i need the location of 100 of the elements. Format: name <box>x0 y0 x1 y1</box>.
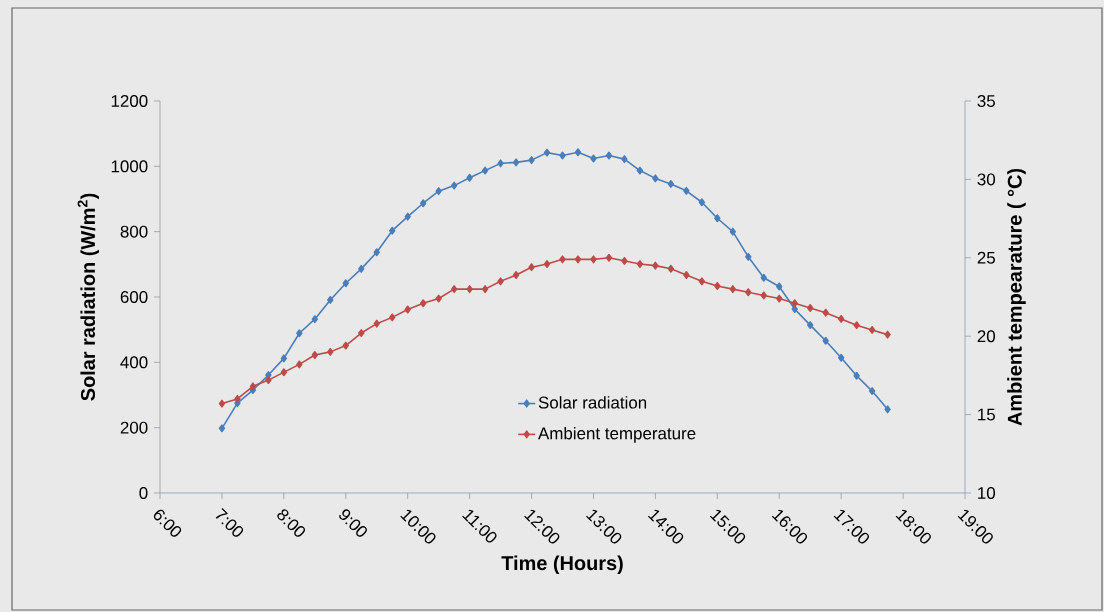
point <box>543 148 551 157</box>
point <box>419 199 427 208</box>
point <box>807 303 814 312</box>
x-tick-label: 8:00 <box>277 509 306 537</box>
y2-tick-label: 15 <box>978 408 995 421</box>
point <box>822 336 829 345</box>
point <box>435 294 442 303</box>
point <box>280 368 288 377</box>
point <box>450 285 458 294</box>
point <box>342 279 349 288</box>
point <box>590 154 597 163</box>
point <box>389 313 396 322</box>
point <box>481 166 489 175</box>
y-tick-label: 800 <box>120 225 148 238</box>
y-tick-label: 1000 <box>111 160 148 173</box>
point <box>574 255 582 264</box>
point <box>218 399 226 408</box>
point <box>714 214 721 223</box>
point <box>667 179 675 188</box>
y2-tick-label: 30 <box>977 173 996 186</box>
point <box>528 156 535 165</box>
point <box>636 166 644 175</box>
point <box>466 173 473 182</box>
point <box>791 299 798 308</box>
point <box>574 148 582 157</box>
y-tick-label: 0 <box>139 486 148 499</box>
point <box>311 315 319 324</box>
point <box>559 151 566 160</box>
point <box>327 347 334 356</box>
point <box>280 354 288 363</box>
legend-label: Ambient temperature <box>538 426 696 443</box>
point <box>296 360 303 369</box>
y-tick-label: 1200 <box>111 94 148 107</box>
y-tick-label: 600 <box>120 290 148 303</box>
point <box>760 291 767 300</box>
point <box>497 159 504 168</box>
point <box>528 263 535 272</box>
point <box>714 282 721 290</box>
point <box>760 273 767 282</box>
y-tick-label: 400 <box>120 356 148 369</box>
point <box>481 285 489 294</box>
y2-tick-label: 20 <box>977 330 996 343</box>
point <box>853 371 860 380</box>
point <box>373 319 380 328</box>
point <box>296 329 303 338</box>
point <box>373 248 380 257</box>
legend-label: Solar radiation <box>538 396 647 409</box>
point <box>435 187 442 196</box>
point <box>776 294 783 303</box>
point <box>837 314 845 323</box>
y2-tick-label: 10 <box>978 486 996 499</box>
point <box>234 394 241 403</box>
point <box>884 330 891 339</box>
y-axis-title: Solar radiation (W/m$^{2}$) <box>77 193 99 401</box>
point <box>404 305 411 314</box>
point <box>667 264 675 273</box>
point <box>745 252 752 261</box>
y2-axis-title: Ambient tempearature ( °C) <box>1007 168 1026 426</box>
point <box>652 174 659 183</box>
point <box>837 353 845 362</box>
point <box>652 261 659 270</box>
point <box>868 325 876 334</box>
point <box>512 158 520 167</box>
x-tick-label: 9:00 <box>339 509 367 537</box>
point <box>745 288 752 297</box>
y2-tick-label: 35 <box>977 94 995 107</box>
y-tick-label: 200 <box>120 421 148 434</box>
point <box>636 260 644 269</box>
x-tick-label: 6:00 <box>153 509 182 537</box>
point <box>512 271 520 280</box>
point <box>822 308 829 317</box>
point <box>853 321 860 330</box>
point <box>605 151 613 160</box>
point <box>389 226 396 235</box>
point <box>543 260 551 269</box>
point <box>358 329 365 338</box>
point <box>683 186 690 195</box>
point <box>249 382 257 391</box>
point <box>884 405 891 414</box>
point <box>559 255 566 264</box>
point <box>265 376 272 385</box>
point <box>466 285 473 294</box>
point <box>729 227 736 236</box>
point <box>868 387 876 396</box>
point <box>311 351 319 359</box>
point <box>807 321 814 330</box>
point <box>621 155 628 164</box>
point <box>791 305 798 314</box>
point <box>420 299 427 308</box>
point <box>342 341 349 350</box>
point <box>605 253 613 262</box>
y2-tick-label: 25 <box>977 251 995 264</box>
point <box>776 282 783 291</box>
point <box>404 212 411 221</box>
point <box>698 277 706 286</box>
point <box>729 285 736 294</box>
x-axis-title: Time (Hours) <box>501 555 623 575</box>
point <box>683 271 690 280</box>
point <box>327 295 334 304</box>
point <box>358 264 365 273</box>
